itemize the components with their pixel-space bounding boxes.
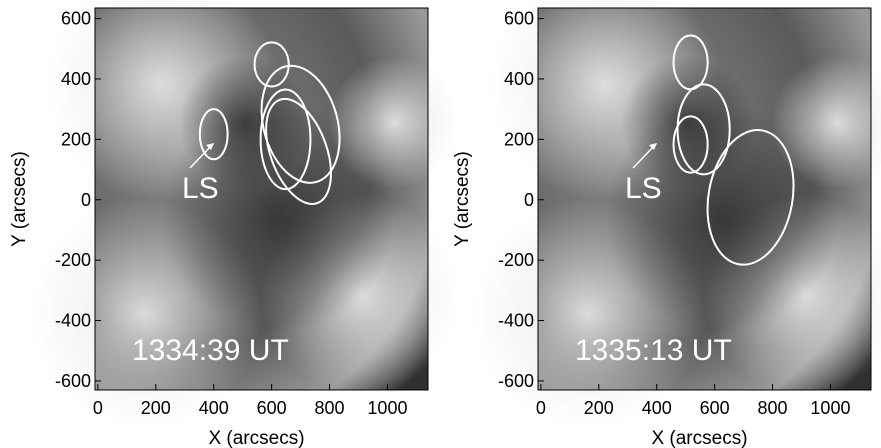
image-texture <box>621 56 754 189</box>
y-axis-label: Y (arcsecs) <box>452 151 473 247</box>
y-tick-label: -200 <box>55 250 91 270</box>
y-axis-label: Y (arcsecs) <box>9 151 30 247</box>
y-tick-label: -200 <box>498 250 534 270</box>
y-tick-label: -600 <box>498 371 534 391</box>
image-texture <box>328 56 461 189</box>
x-tick-label: 200 <box>584 398 614 418</box>
x-axis-label: X (arcsecs) <box>651 428 747 448</box>
feature-label: LS <box>182 172 219 205</box>
x-tick-label: 0 <box>536 398 546 418</box>
x-tick-label: 0 <box>93 398 103 418</box>
y-tick-label: 400 <box>504 69 534 89</box>
y-tick-label: 600 <box>61 9 91 29</box>
y-tick-label: -400 <box>55 311 91 331</box>
y-tick-label: 600 <box>504 9 534 29</box>
image-texture <box>178 56 311 189</box>
x-tick-label: 1000 <box>367 398 407 418</box>
y-tick-label: -600 <box>55 371 91 391</box>
x-tick-label: 800 <box>315 398 345 418</box>
panel: 0 200 400 600 800 1000 -600 -400 -200 0 200 400 600 X… <box>9 0 461 448</box>
y-tick-label: 0 <box>524 190 534 210</box>
panel: 0 200 400 600 800 1000 -600 -400 -200 0 200 400 600 X… <box>452 0 881 448</box>
x-tick-label: 800 <box>758 398 788 418</box>
x-tick-label: 400 <box>199 398 229 418</box>
timestamp: 1334:39 UT <box>132 334 289 367</box>
feature-label: LS <box>625 172 662 205</box>
x-axis-label: X (arcsecs) <box>208 428 304 448</box>
x-tick-label: 600 <box>257 398 287 418</box>
x-tick-label: 1000 <box>810 398 850 418</box>
timestamp: 1335:13 UT <box>575 334 732 367</box>
figure: 0 200 400 600 800 1000 -600 -400 -200 0 200 400 600 X… <box>0 0 881 448</box>
x-tick-label: 200 <box>141 398 171 418</box>
x-tick-label: 400 <box>642 398 672 418</box>
y-tick-label: 0 <box>81 190 91 210</box>
y-tick-label: 200 <box>61 129 91 149</box>
y-tick-label: 200 <box>504 129 534 149</box>
y-tick-label: -400 <box>498 311 534 331</box>
y-tick-label: 400 <box>61 69 91 89</box>
x-tick-label: 600 <box>700 398 730 418</box>
